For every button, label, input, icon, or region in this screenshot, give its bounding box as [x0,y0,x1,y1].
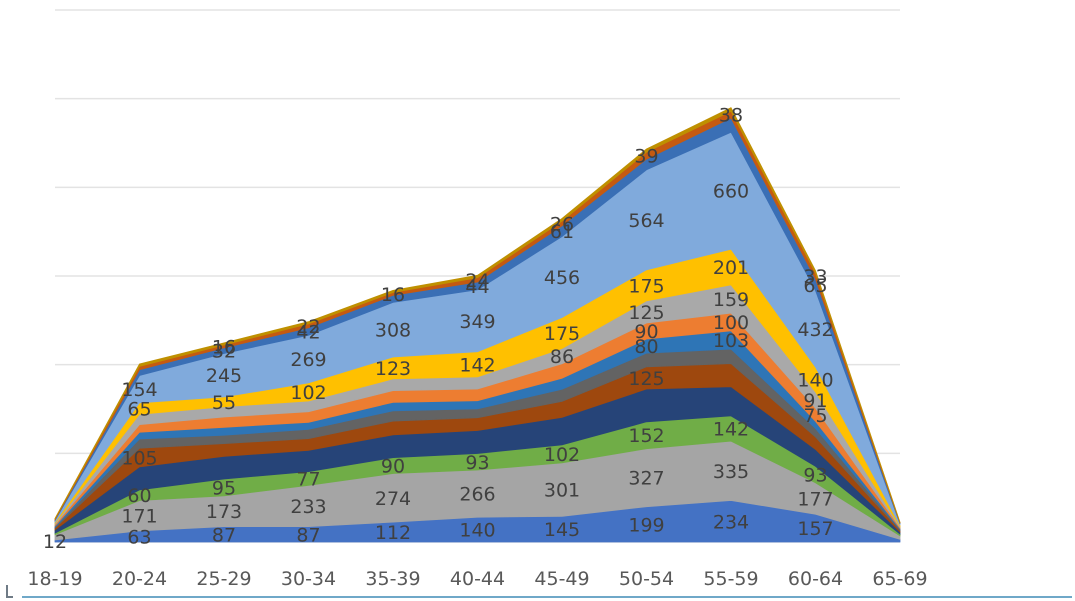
data-label: 77 [296,468,320,490]
data-label: 140 [459,520,495,542]
data-label: 660 [713,181,749,203]
data-label: 61 [550,221,574,243]
data-label: 564 [628,210,664,232]
data-label: 105 [121,448,157,470]
data-label: 39 [634,146,658,168]
data-label: 38 [719,105,743,127]
data-label: 456 [544,267,580,289]
data-label: 301 [544,480,580,502]
data-label: 91 [803,390,827,412]
data-label: 125 [628,302,664,324]
data-labels: 12 63 87 87 112 140 145 199 234 157 171 173 233 274 26… [43,105,834,553]
data-label: 75 [803,405,827,427]
data-label: 65 [803,275,827,297]
data-label: 16 [381,284,405,306]
x-tick-label: 50-54 [619,568,674,590]
data-label: 93 [465,452,489,474]
data-label: 327 [628,468,664,490]
x-tick-label: 25-29 [196,568,251,590]
x-tick-label: 35-39 [365,568,420,590]
data-label: 90 [634,321,658,343]
x-tick-label: 18-19 [27,568,82,590]
data-label: 266 [459,484,495,506]
data-label: 95 [212,478,236,500]
x-tick-label: 55-59 [703,568,758,590]
data-label: 90 [381,456,405,478]
series-area-13 [54,107,901,523]
data-label: 65 [127,399,151,421]
data-label: 157 [797,518,833,540]
series-areas [54,107,901,543]
data-label: 199 [628,514,664,536]
data-label: 16 [212,336,236,358]
data-label: 44 [465,276,489,298]
data-label: 145 [544,519,580,541]
data-label: 177 [797,489,833,511]
data-label: 125 [628,368,664,390]
data-label: 12 [43,531,67,553]
data-label: 245 [206,365,242,387]
data-label: 123 [375,358,411,380]
data-label: 175 [628,275,664,297]
data-label: 274 [375,488,411,510]
data-label: 103 [713,330,749,352]
data-label: 269 [290,349,326,371]
data-label: 152 [628,425,664,447]
corner-mark [6,585,13,598]
x-tick-label: 20-24 [112,568,167,590]
data-label: 102 [290,382,326,404]
data-label: 32 [212,341,236,363]
data-label: 63 [127,526,151,548]
data-label: 93 [803,465,827,487]
data-label: 173 [206,501,242,523]
data-label: 86 [550,346,574,368]
data-label: 42 [296,322,320,344]
x-tick-label: 45-49 [534,568,589,590]
data-label: 100 [713,312,749,334]
data-label: 102 [544,444,580,466]
data-label: 432 [797,319,833,341]
data-label: 87 [296,524,320,546]
data-label: 335 [713,461,749,483]
data-label: 201 [713,257,749,279]
data-label: 349 [459,311,495,333]
data-label: 154 [121,379,157,401]
data-label: 60 [127,485,151,507]
data-label: 142 [713,419,749,441]
data-label: 171 [121,506,157,528]
data-label: 175 [544,323,580,345]
data-label: 142 [459,354,495,376]
data-label: 233 [290,496,326,518]
data-label: 33 [803,266,827,288]
data-label: 308 [375,320,411,342]
x-tick-label: 65-69 [872,568,927,590]
data-label: 159 [713,289,749,311]
x-tick-label: 40-44 [450,568,505,590]
data-label: 234 [713,511,749,533]
data-label: 112 [375,522,411,544]
data-label: 24 [465,270,489,292]
data-label: 80 [634,336,658,358]
x-tick-label: 60-64 [788,568,843,590]
data-label: 26 [550,214,574,236]
data-label: 140 [797,370,833,392]
x-tick-label: 30-34 [281,568,336,590]
data-label: 22 [296,316,320,338]
data-label: 55 [212,392,236,414]
data-label: 87 [212,524,236,546]
x-axis-ticks: 18-19 20-24 25-29 30-34 35-39 40-44 45-49 50-54… [27,568,927,590]
